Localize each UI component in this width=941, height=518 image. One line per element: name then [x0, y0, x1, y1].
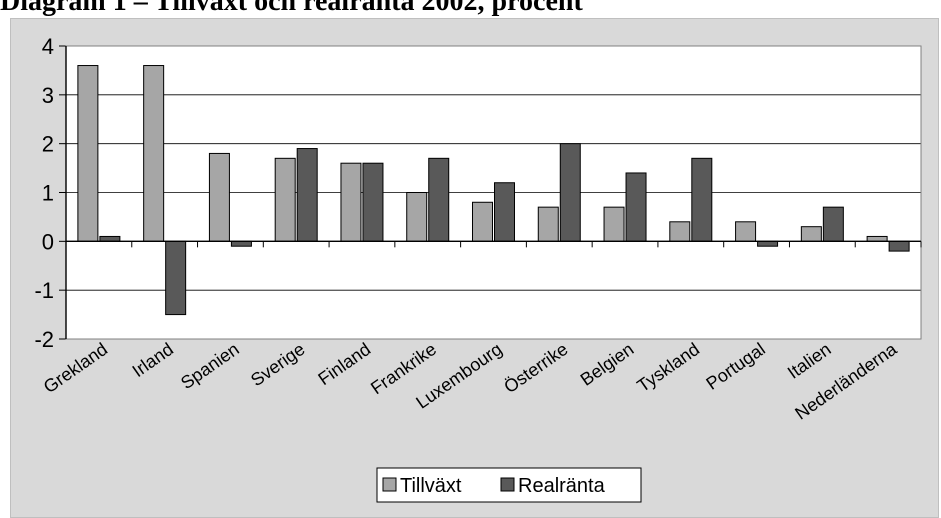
bar-tillväxt: [603, 206, 625, 242]
y-tick-label: 2: [42, 132, 54, 157]
category-label: Belgien: [577, 339, 638, 390]
legend-swatch-realränta: [500, 477, 515, 492]
bar-realränta: [230, 240, 252, 247]
bar-realränta: [296, 148, 318, 242]
bar-tillväxt: [866, 235, 888, 242]
category-label: Italien: [784, 339, 835, 383]
bar-tillväxt: [537, 206, 559, 242]
bar-tillväxt: [77, 65, 99, 242]
page-title: Diagram 1 – Tillväxt och realränta 2002,…: [0, 0, 583, 17]
category-label: Portugal: [702, 339, 768, 394]
bar-realränta: [559, 143, 581, 242]
bar-realränta: [428, 157, 450, 242]
bar-realränta: [165, 240, 187, 316]
bar-tillväxt: [472, 201, 493, 242]
bar-realränta: [99, 235, 121, 242]
legend-label-realränta: Realränta: [518, 475, 606, 497]
y-tick-label: 3: [42, 83, 54, 108]
bar-tillväxt: [800, 226, 822, 242]
y-tick-label: 0: [42, 229, 54, 254]
category-label: Sverige: [247, 339, 308, 390]
bar-tillväxt: [143, 65, 165, 242]
category-label: Tyskland: [633, 339, 703, 396]
bar-realränta: [757, 240, 779, 247]
category-label: Finland: [314, 339, 374, 389]
bar-tillväxt: [735, 221, 757, 242]
category-label: Irland: [129, 339, 177, 381]
legend-swatch-tillväxt: [382, 477, 397, 492]
bar-realränta: [494, 182, 515, 242]
bar-tillväxt: [274, 157, 296, 242]
legend-label-tillväxt: Tillväxt: [400, 475, 462, 497]
category-label: Spanien: [177, 339, 243, 393]
bar-realränta: [822, 206, 844, 242]
bar-realränta: [362, 162, 384, 242]
y-tick-label: -1: [34, 278, 54, 303]
bar-realränta: [691, 157, 713, 242]
y-tick-label: 1: [42, 181, 54, 206]
category-label: Österrike: [500, 339, 571, 397]
bar-tillväxt: [208, 152, 230, 242]
bar-realränta: [888, 240, 910, 252]
bar-tillväxt: [340, 162, 362, 242]
bar-realränta: [625, 172, 647, 242]
y-tick-label: 4: [42, 34, 54, 59]
bar-tillväxt: [406, 192, 428, 242]
bar-tillväxt: [669, 221, 691, 242]
y-tick-label: -2: [34, 327, 54, 352]
